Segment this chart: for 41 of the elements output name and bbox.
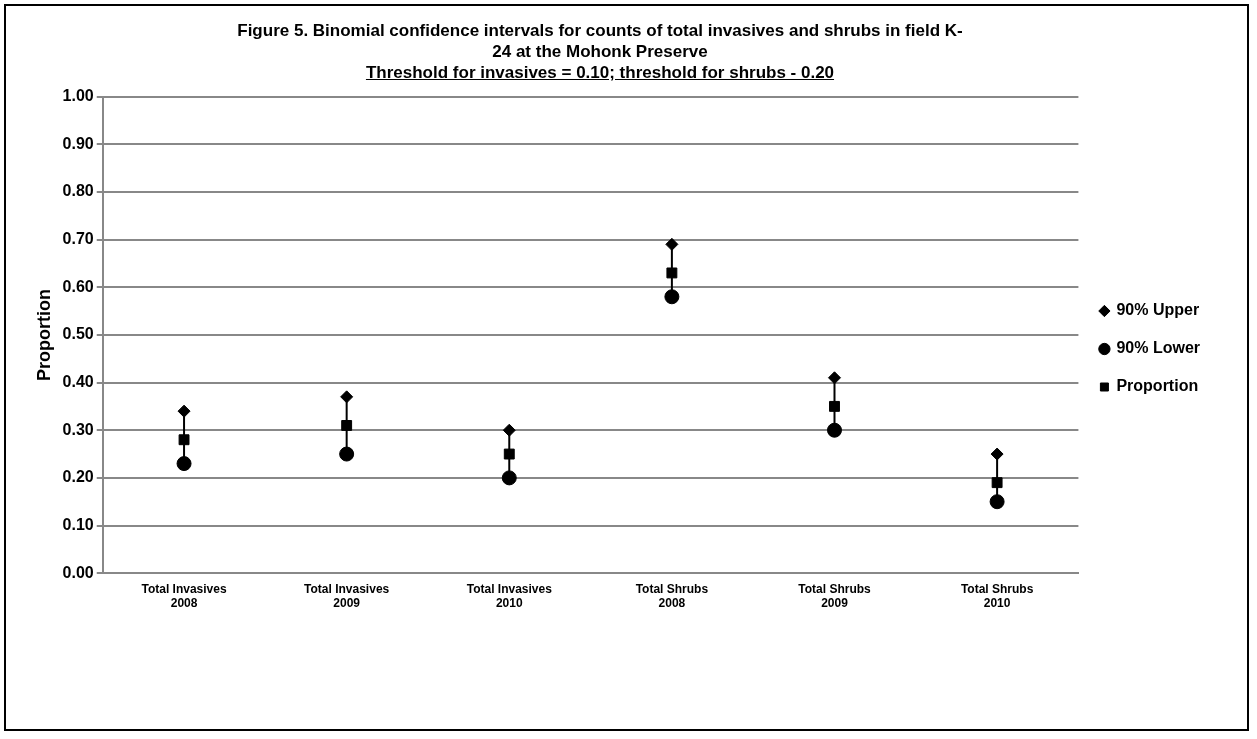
y-tick-label: 0.90 <box>62 134 94 152</box>
y-tick-label: 0.60 <box>62 277 94 295</box>
y-tick-label: 0.50 <box>62 325 94 343</box>
point <box>176 456 192 472</box>
point <box>339 446 355 462</box>
y-tick-label: 0.70 <box>62 229 94 247</box>
x-tick-label: Total Shrubs 2010 <box>960 581 1034 611</box>
legend-label: 90% Upper <box>1116 301 1200 319</box>
x-tick-label: Total Shrubs 2008 <box>635 581 709 611</box>
x-tick-label: Total Invasives 2008 <box>141 581 227 611</box>
y-tick-label: 0.40 <box>62 372 94 390</box>
point <box>503 448 515 460</box>
y-tick-label: 0.30 <box>62 420 94 438</box>
x-tick-label: Total Invasives 2010 <box>466 581 553 611</box>
point <box>341 420 353 431</box>
legend-label: 90% Lower <box>1116 339 1201 357</box>
point <box>178 434 190 446</box>
y-tick-label: 0.80 <box>62 182 94 200</box>
y-axis-title: Proportion <box>33 288 54 381</box>
point <box>989 494 1005 510</box>
x-tick-label: Total Shrubs 2009 <box>798 581 872 611</box>
chart-subtitle: Threshold for invasives = 0.10; threshold for shrubs - 0.20 <box>364 63 836 83</box>
y-tick-label: 1.00 <box>62 87 94 105</box>
legend-label: Proportion <box>1116 377 1199 395</box>
point <box>991 477 1003 489</box>
point <box>502 423 516 437</box>
y-tick-label: 0.10 <box>62 515 94 533</box>
y-tick-label: 0.00 <box>62 563 94 581</box>
point <box>990 447 1004 461</box>
point <box>340 390 354 404</box>
point <box>666 267 678 279</box>
point <box>665 237 679 251</box>
x-tick-label: Total Invasives 2009 <box>304 581 390 611</box>
point <box>827 422 842 438</box>
point <box>501 470 517 486</box>
point <box>829 400 840 412</box>
point <box>177 404 191 418</box>
y-tick-label: 0.20 <box>62 468 94 486</box>
chart-title: Figure 5. Binomial confidence intervals for counts of total invasives and shrubs in field K-24 at the Mohonk Preserve <box>236 20 964 62</box>
point <box>828 371 841 385</box>
point <box>664 289 680 305</box>
